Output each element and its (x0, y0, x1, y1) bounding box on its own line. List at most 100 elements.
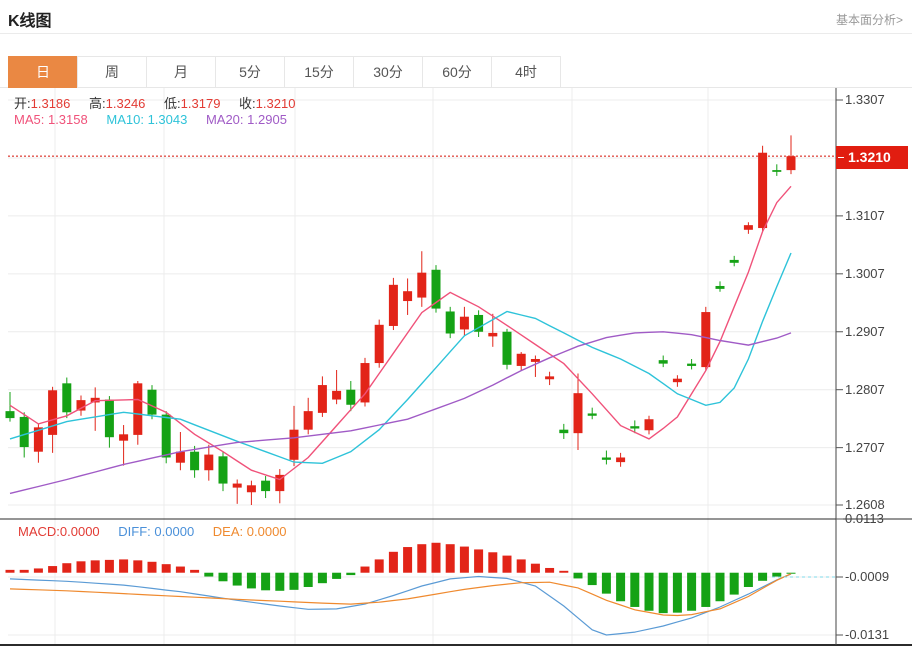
price-axis-label: 1.2707 (845, 439, 885, 455)
tab-day[interactable]: 日 (8, 56, 78, 88)
macd-bar (573, 572, 583, 579)
price-axis-label: 1.2608 (845, 497, 885, 512)
price-axis-label: 1.2907 (845, 323, 885, 339)
low-value: 低:1.3179 (164, 96, 221, 111)
macd-bar (658, 572, 668, 614)
tab-5min[interactable]: 5分 (215, 56, 285, 88)
macd-bar (488, 552, 498, 573)
candle-body (133, 383, 143, 435)
macd-bar (332, 572, 342, 579)
macd-bar (175, 566, 185, 573)
candle-body (232, 483, 242, 488)
macd-bar (19, 569, 29, 573)
candle-body (587, 413, 597, 416)
macd-bar (232, 572, 242, 586)
candle-body (275, 474, 285, 492)
macd-bar (616, 572, 626, 602)
macd-bar (786, 572, 796, 574)
fundamental-analysis-link[interactable]: 基本面分析> (835, 13, 903, 27)
macd-legend: MACD:0.0000 DIFF: 0.0000 DEA: 0.0000 (18, 524, 302, 539)
candle-body (758, 152, 768, 229)
tab-30min[interactable]: 30分 (353, 56, 423, 88)
macd-bar (261, 572, 271, 591)
macd-axis-label: -0.0131 (845, 627, 890, 642)
price-axis-label: 1.3307 (845, 92, 885, 107)
candle-body (5, 411, 15, 419)
macd-bar (459, 546, 469, 573)
current-price-badge: 1.3210 (836, 146, 908, 169)
candle-body (388, 284, 398, 326)
candle-body (104, 399, 114, 438)
macd-bar (403, 547, 413, 573)
candle-body (374, 324, 384, 364)
macd-bar (545, 567, 555, 573)
candle-body (474, 314, 484, 332)
candle-body (644, 419, 654, 431)
candle-body (502, 331, 512, 365)
candle-body (246, 485, 256, 493)
candle-body (772, 170, 782, 172)
macd-bar (204, 572, 214, 577)
macd-bar (559, 570, 569, 573)
ma-legend: MA5: 1.3158 MA10: 1.3043 MA20: 1.2905 (14, 112, 302, 127)
candle-body (175, 451, 185, 463)
candle-body (559, 429, 569, 434)
macd-bar (417, 544, 427, 573)
macd-bar (587, 572, 597, 586)
macd-bar (48, 566, 58, 573)
macd-bar (317, 572, 327, 584)
macd-bar (474, 549, 484, 573)
macd-bar (630, 572, 640, 607)
candle-body (190, 451, 200, 471)
candle-body (332, 390, 342, 400)
candle-body (218, 456, 228, 484)
macd-bar (772, 572, 782, 577)
macd-bar (104, 559, 114, 573)
candle-body (33, 427, 43, 452)
tab-60min[interactable]: 60分 (422, 56, 492, 88)
macd-bar (687, 572, 697, 611)
macd-bar (502, 555, 512, 573)
candle-body (658, 360, 668, 364)
candle-body (701, 312, 711, 368)
macd-bar (644, 572, 654, 611)
candle-body (488, 332, 498, 337)
candle-body (62, 383, 72, 413)
candle-body (431, 269, 441, 309)
open-value: 开:1.3186 (14, 96, 71, 111)
candle-body (204, 454, 214, 471)
candle-body (672, 378, 682, 383)
tab-15min[interactable]: 15分 (284, 56, 354, 88)
ma20-value: MA20: 1.2905 (205, 112, 287, 127)
candle-body (743, 225, 753, 230)
diff-line (9, 573, 792, 636)
tab-month[interactable]: 月 (146, 56, 216, 88)
candle-body (530, 358, 540, 362)
candle-body (289, 429, 299, 460)
candle-body (403, 291, 413, 302)
candle-body (261, 480, 271, 492)
macd-axis-label: -0.0009 (845, 569, 890, 584)
tab-4hour[interactable]: 4时 (491, 56, 561, 88)
macd-bar (161, 564, 171, 573)
candle-body (516, 353, 526, 366)
candle-body (417, 272, 427, 298)
macd-bar (190, 569, 200, 573)
candle-body (786, 156, 796, 171)
high-value: 高:1.3246 (89, 96, 146, 111)
macd-bar (743, 572, 753, 587)
macd-bar (303, 572, 313, 587)
dea-value: DEA: 0.0000 (212, 524, 287, 539)
ma10-line (9, 252, 792, 465)
macd-bar (119, 559, 129, 573)
macd-bar (5, 569, 15, 573)
candle-body (545, 376, 555, 380)
candle-body (346, 389, 356, 405)
macd-bar (76, 561, 86, 573)
tab-week[interactable]: 周 (77, 56, 147, 88)
macd-bar (672, 572, 682, 613)
ma5-line (9, 185, 792, 481)
macd-bar (246, 572, 256, 589)
macd-bar (530, 563, 540, 573)
